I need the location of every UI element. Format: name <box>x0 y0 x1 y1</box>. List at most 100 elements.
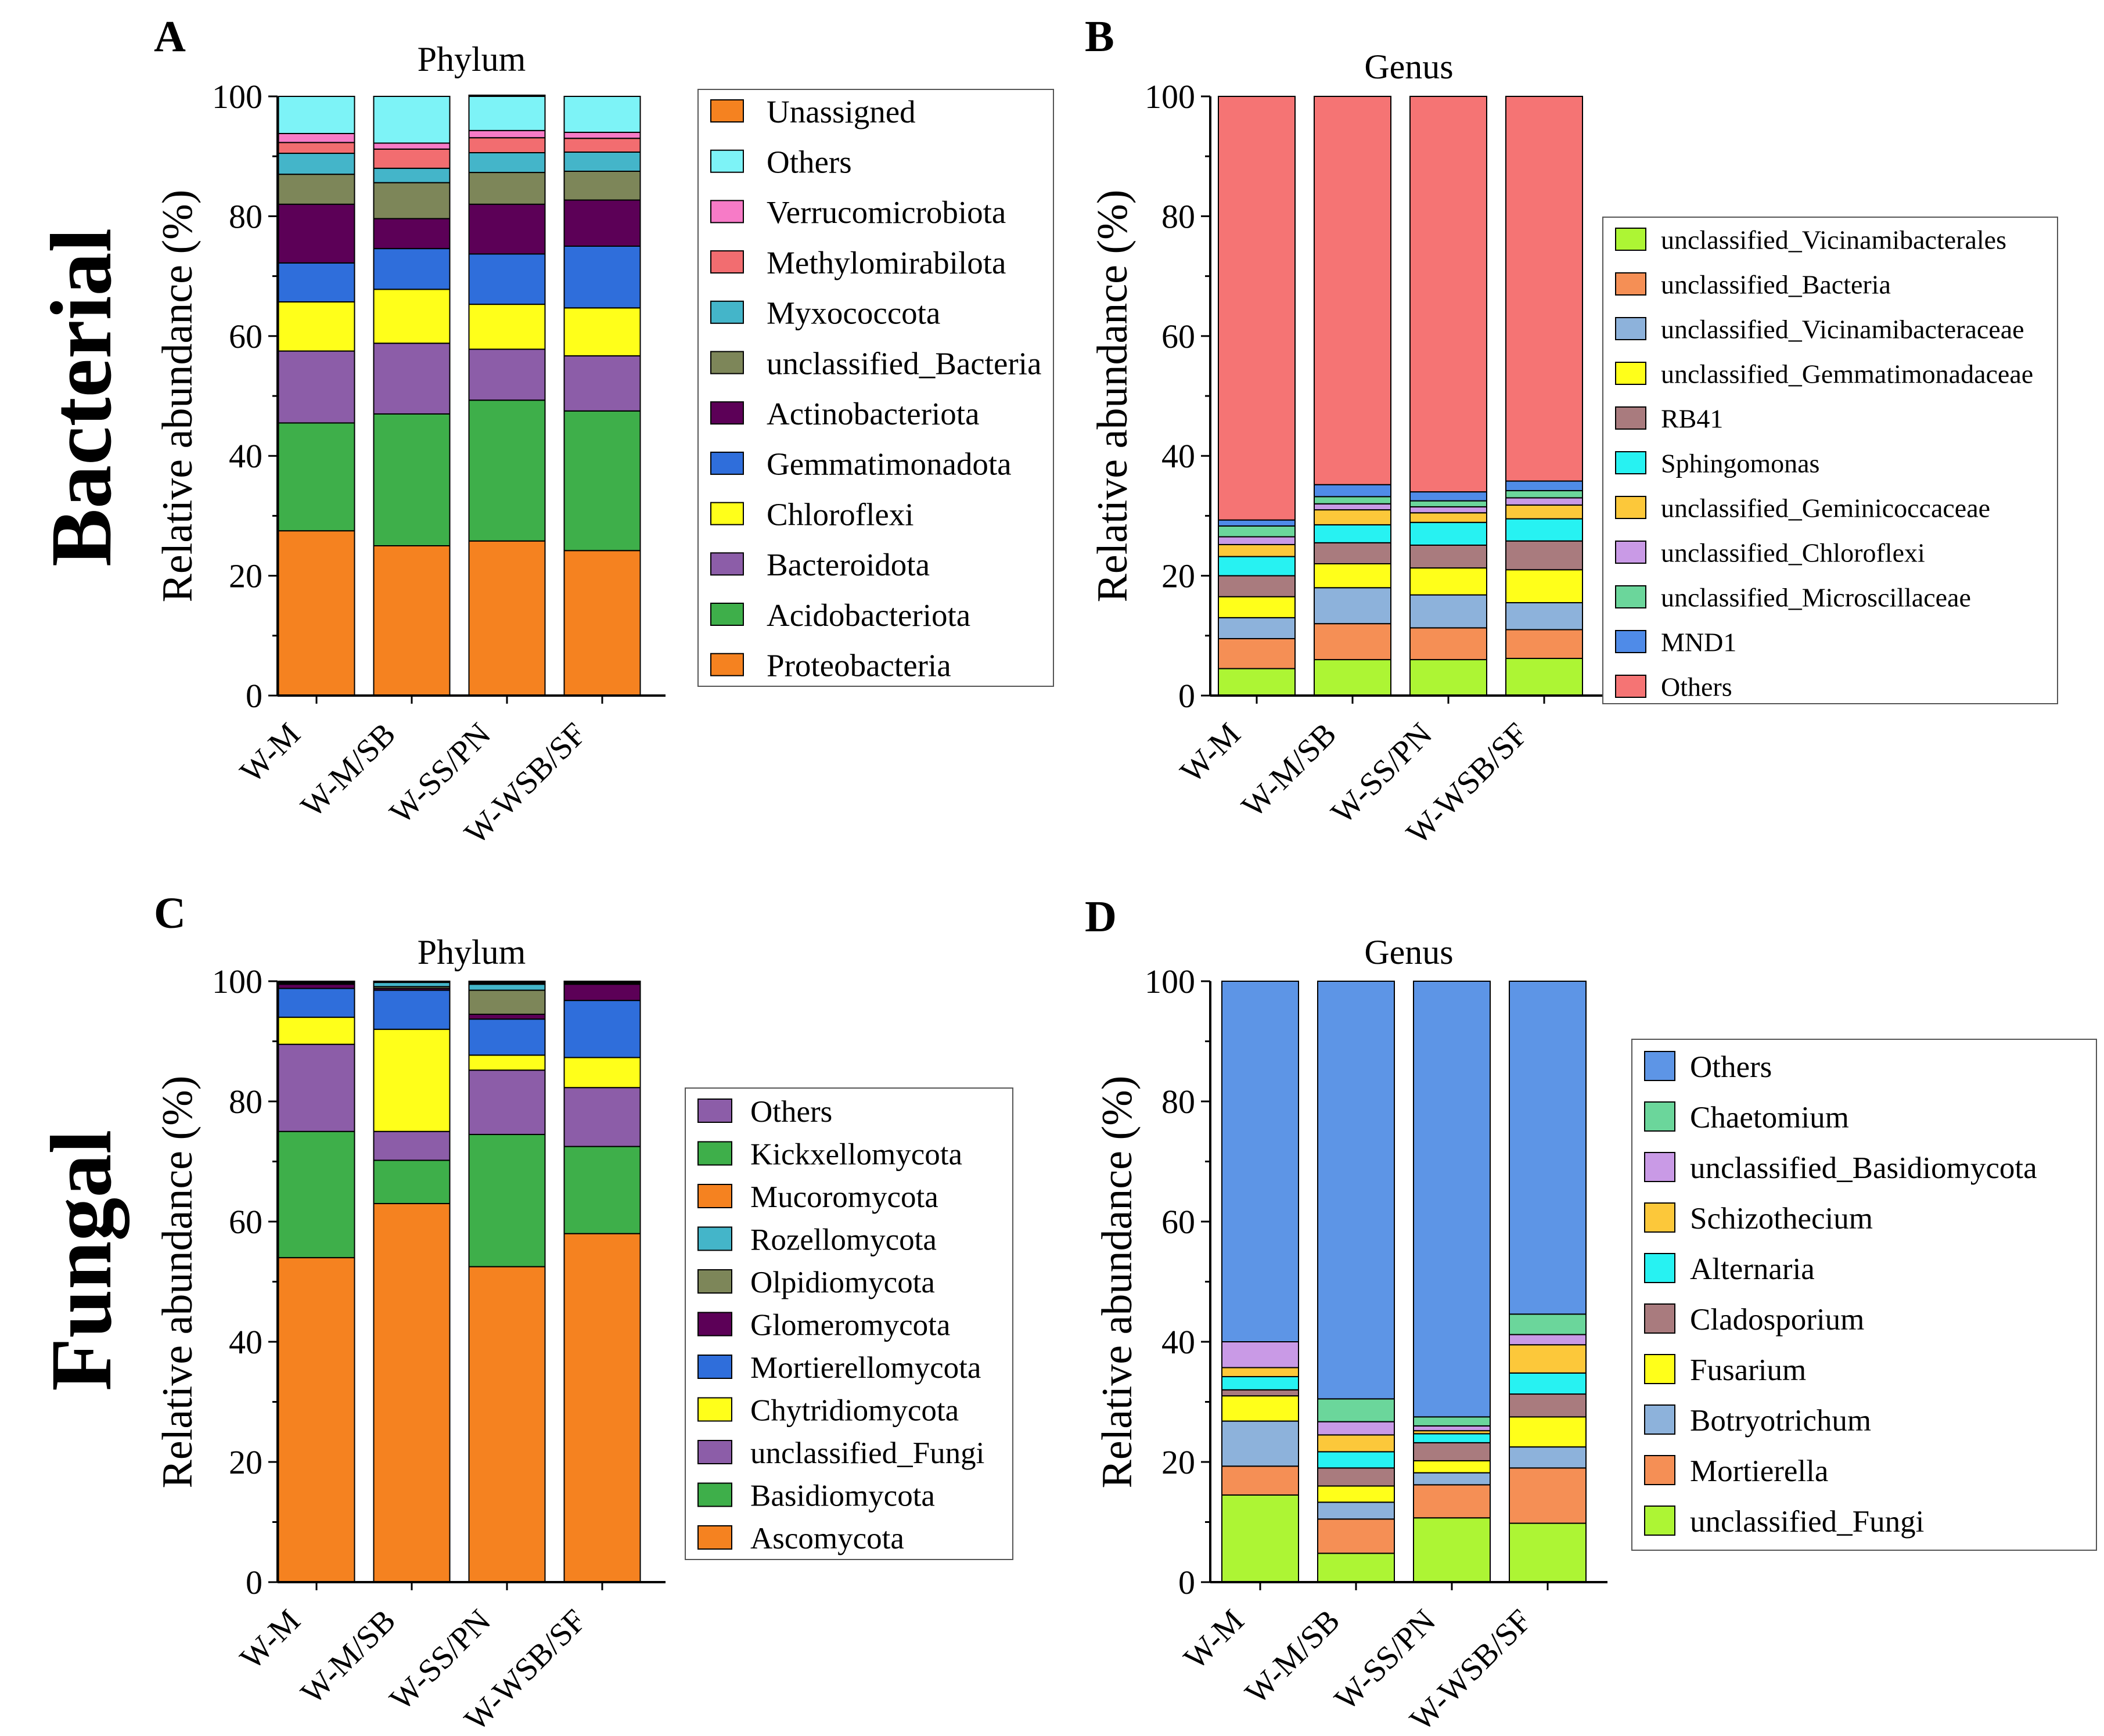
y-tick-label: 100 <box>212 78 262 116</box>
bar-segment-chytridiomycota-w-ss-pn <box>468 1054 546 1071</box>
legend-box <box>1631 1039 2097 1551</box>
legend-label-mortierella: Mortierella <box>1690 1454 1828 1488</box>
legend-label-mucoromycota: Mucoromycota <box>750 1180 938 1214</box>
legend-label-methylomirabilota: Methylomirabilota <box>767 245 1006 280</box>
bar-segment-mnd1-w-m <box>1218 519 1296 527</box>
bar-segment-schizothecium-w-m <box>1221 1367 1299 1378</box>
bar-segment-ascomycota-w-m-sb <box>373 1202 451 1583</box>
bar-segment-methylomirabilota-w-wsb-sf <box>563 138 641 153</box>
legend-swatch-ascomycota <box>697 1525 732 1550</box>
legend-swatch-unclassified-bacteria <box>710 351 744 374</box>
chart-title: Phylum <box>418 933 526 971</box>
y-tick-label: 60 <box>1161 1203 1195 1241</box>
bar-segment-unclassified-bacteria-w-m <box>1218 638 1296 669</box>
bar-segment-mortierella-w-ss-pn <box>1413 1484 1491 1519</box>
bar-segment-cladosporium-w-m <box>1221 1389 1299 1397</box>
legend-swatch-botryotrichum <box>1644 1404 1675 1435</box>
bar-segment-alternaria-w-wsb-sf <box>1509 1372 1587 1395</box>
legend-label-myxococcota: Myxococcota <box>767 296 940 331</box>
bar-segment-unclassified-bacteria-w-ss-pn <box>468 172 546 205</box>
bar-segment-unclassified-basidiomycota-w-m-sb <box>1317 1421 1395 1436</box>
bar-segment-schizothecium-w-wsb-sf <box>1509 1344 1587 1374</box>
y-tick-label: 100 <box>212 963 262 1000</box>
legend-label-schizothecium: Schizothecium <box>1690 1202 1873 1236</box>
bar-segment-others-w-m <box>278 96 355 134</box>
bar-segment-kickxellomycota-w-m-sb <box>373 981 451 983</box>
legend-label-rozellomycota: Rozellomycota <box>750 1223 937 1257</box>
y-tick-label: 40 <box>1161 437 1195 475</box>
bar-segment-others-w-m-sb <box>373 96 451 144</box>
bar-segment-rb41-w-m <box>1218 575 1296 597</box>
legend-label-unclassified-geminicoccaceae: unclassified_Geminicoccaceae <box>1661 494 1990 523</box>
y-tick-label: 20 <box>1161 1443 1195 1481</box>
bar-segment-chytridiomycota-w-wsb-sf <box>563 1057 641 1089</box>
legend-label-basidiomycota: Basidiomycota <box>750 1479 935 1513</box>
bar-segment-mortierella-w-m-sb <box>1317 1518 1395 1554</box>
legend-swatch-chytridiomycota <box>697 1397 732 1422</box>
x-tick-label-w-m: W-M <box>233 716 307 790</box>
bar-segment-glomeromycota-w-wsb-sf <box>563 984 641 1002</box>
bar-segment-unclassified-bacteria-w-wsb-sf <box>563 171 641 201</box>
bar-segment-unclassified-microscillaceae-w-wsb-sf <box>1505 490 1583 499</box>
bar-segment-others-w-m-sb <box>1317 981 1395 1400</box>
bar-segment-bacteroidota-w-m <box>278 350 355 424</box>
bar-segment-mnd1-w-wsb-sf <box>1505 480 1583 492</box>
legend-swatch-sphingomonas <box>1615 451 1646 474</box>
legend-swatch-cladosporium <box>1644 1303 1675 1334</box>
bar-segment-glomeromycota-w-m <box>278 984 355 989</box>
y-tick-label: 0 <box>1178 677 1195 715</box>
bar-segment-fusarium-w-wsb-sf <box>1509 1416 1587 1448</box>
bar-segment-unclassified-basidiomycota-w-m <box>1221 1341 1299 1368</box>
legend-label-others: Others <box>750 1095 832 1129</box>
legend-swatch-mucoromycota <box>697 1184 732 1208</box>
bar-segment-alternaria-w-m-sb <box>1317 1451 1395 1469</box>
legend-swatch-others <box>1615 675 1646 698</box>
bar-segment-methylomirabilota-w-ss-pn <box>468 137 546 154</box>
legend-swatch-others <box>1644 1051 1675 1081</box>
legend-label-unclassified-vicinamibacterales: unclassified_Vicinamibacterales <box>1661 225 2006 255</box>
bar-segment-mortierella-w-m <box>1221 1465 1299 1496</box>
bar-segment-unclassified-fungi-w-m-sb <box>1317 1553 1395 1583</box>
legend-label-unclassified-gemmatimonadaceae: unclassified_Gemmatimonadaceae <box>1661 359 2033 389</box>
legend-swatch-unclassified-basidiomycota <box>1644 1152 1675 1182</box>
bar-segment-acidobacteriota-w-m-sb <box>373 413 451 547</box>
bar-segment-chaetomium-w-ss-pn <box>1413 1416 1491 1427</box>
legend-label-actinobacteriota: Actinobacteriota <box>767 396 980 431</box>
bar-segment-glomeromycota-w-ss-pn <box>468 1013 546 1020</box>
y-tick-label: 40 <box>229 437 262 475</box>
bar-segment-sphingomonas-w-ss-pn <box>1409 521 1487 546</box>
bar-segment-bacteroidota-w-ss-pn <box>468 348 546 401</box>
bar-segment-others-w-m <box>1218 96 1296 521</box>
y-tick-label: 40 <box>1161 1323 1195 1361</box>
legend-label-unclassified-microscillaceae: unclassified_Microscillaceae <box>1661 583 1971 613</box>
bar-segment-fusarium-w-ss-pn <box>1413 1460 1491 1474</box>
bar-segment-cladosporium-w-ss-pn <box>1413 1442 1491 1461</box>
bar-segment-actinobacteriota-w-wsb-sf <box>563 199 641 247</box>
bar-segment-chytridiomycota-w-m-sb <box>373 1028 451 1132</box>
legend-label-unassigned: Unassigned <box>767 94 916 129</box>
bar-segment-others-w-ss-pn <box>1409 96 1487 493</box>
y-tick-label: 20 <box>1161 557 1195 595</box>
bar-segment-methylomirabilota-w-m-sb <box>373 148 451 169</box>
legend-label-rb41: RB41 <box>1661 404 1723 434</box>
bar-segment-mortierellomycota-w-wsb-sf <box>563 1000 641 1058</box>
bar-segment-ascomycota-w-m <box>278 1257 355 1583</box>
legend-label-unclassified-bacteria: unclassified_Bacteria <box>1661 270 1891 300</box>
bar-segment-sphingomonas-w-wsb-sf <box>1505 518 1583 542</box>
bar-segment-myxococcota-w-wsb-sf <box>563 151 641 172</box>
legend-swatch-mortierella <box>1644 1455 1675 1485</box>
bar-segment-verrucomicrobiota-w-m <box>278 132 355 143</box>
legend-label-acidobacteriota: Acidobacteriota <box>767 597 970 633</box>
bar-segment-rb41-w-ss-pn <box>1409 544 1487 569</box>
legend-label-fusarium: Fusarium <box>1690 1353 1806 1387</box>
bar-segment-unclassified-microscillaceae-w-m-sb <box>1314 496 1391 505</box>
chart-title: Genus <box>1364 48 1453 86</box>
legend-label-alternaria: Alternaria <box>1690 1252 1815 1286</box>
bar-segment-basidiomycota-w-ss-pn <box>468 1133 546 1267</box>
bar-segment-kickxellomycota-w-wsb-sf <box>563 981 641 983</box>
bar-segment-unclassified-fungi-w-m <box>278 1043 355 1132</box>
y-tick-label: 40 <box>229 1323 262 1361</box>
legend-swatch-glomeromycota <box>697 1312 732 1337</box>
